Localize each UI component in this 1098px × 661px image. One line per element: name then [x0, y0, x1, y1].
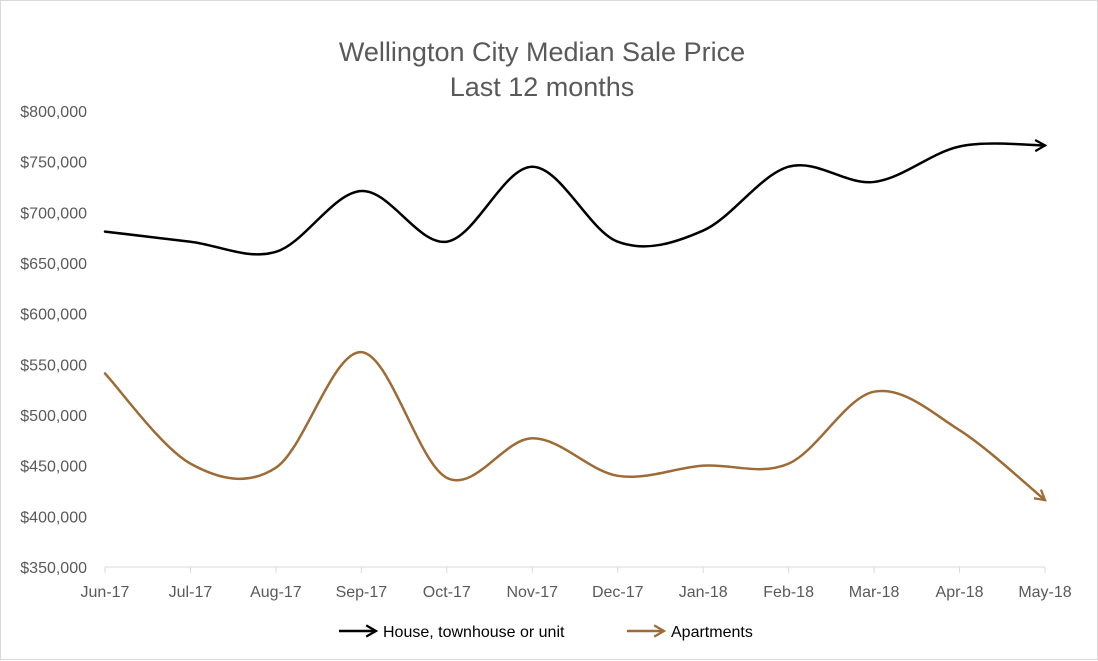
chart-title: Wellington City Median Sale Price [339, 37, 745, 67]
legend-item-house: House, townhouse or unit [339, 624, 565, 641]
x-tick-label: Mar-18 [849, 584, 900, 601]
x-tick-label: Jul-17 [169, 584, 213, 601]
series-line-house [103, 138, 1048, 256]
x-tick-label: Feb-18 [763, 584, 814, 601]
legend-label-apartments: Apartments [671, 624, 753, 641]
y-tick-label: $550,000 [20, 357, 87, 374]
x-tick-label: Oct-17 [423, 584, 471, 601]
y-tick-label: $450,000 [20, 459, 87, 476]
y-tick-label: $700,000 [20, 205, 87, 222]
x-tick-label: Jun-17 [81, 584, 130, 601]
y-tick-label: $650,000 [20, 256, 87, 273]
y-axis-ticks: $350,000 $400,000 $450,000 $500,000 $550,000… [20, 104, 87, 577]
y-tick-label: $800,000 [20, 104, 87, 121]
y-tick-label: $350,000 [20, 560, 87, 577]
chart-subtitle: Last 12 months [450, 72, 635, 102]
x-axis-ticks: Jun-17 Jul-17 Aug-17 Sep-17 Oct-17 Nov-17 Dec-… [81, 584, 1072, 601]
series-lines [103, 138, 1048, 502]
y-tick-label: $500,000 [20, 408, 87, 425]
legend: House, townhouse or unit Apartments [339, 624, 753, 641]
x-tick-label: May-18 [1018, 584, 1071, 601]
y-tick-label: $400,000 [20, 509, 87, 526]
x-axis-tickmarks [104, 567, 1046, 573]
x-tick-label: Dec-17 [592, 584, 644, 601]
legend-item-apartments: Apartments [627, 624, 753, 641]
y-tick-label: $600,000 [20, 307, 87, 324]
series-line-apartments [103, 350, 1047, 502]
x-tick-label: Apr-18 [936, 584, 984, 601]
legend-label-house: House, townhouse or unit [383, 624, 565, 641]
x-tick-label: Jan-18 [679, 584, 728, 601]
x-tick-label: Sep-17 [336, 584, 388, 601]
x-tick-label: Aug-17 [250, 584, 302, 601]
y-tick-label: $750,000 [20, 155, 87, 172]
x-tick-label: Nov-17 [506, 584, 558, 601]
